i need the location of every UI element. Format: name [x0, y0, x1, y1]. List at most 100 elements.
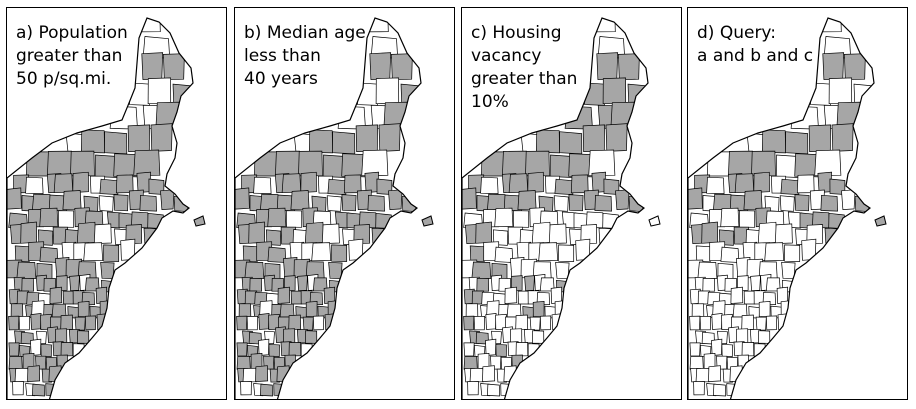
county-cell — [605, 123, 628, 152]
county-cell — [236, 342, 248, 357]
county-cell — [236, 355, 251, 370]
county-cell — [288, 314, 302, 331]
county-cell — [532, 301, 545, 318]
county-cell — [375, 77, 400, 105]
county-cell — [76, 221, 97, 244]
county-cell — [494, 207, 514, 228]
county-cell — [246, 315, 259, 331]
county-cell — [260, 193, 280, 211]
county-cell — [568, 194, 584, 212]
county-cell — [324, 313, 336, 330]
panel-caption-a: a) Population greater than 50 p/sq.mi. — [16, 23, 128, 89]
county-cell — [728, 150, 754, 177]
county-cell — [713, 193, 733, 211]
county-cell — [590, 18, 616, 33]
county-cell — [115, 174, 134, 194]
county-cell — [758, 330, 771, 344]
county-cell — [27, 365, 41, 382]
county-cell — [575, 238, 591, 261]
county-cells — [235, 18, 421, 397]
county-cell — [14, 245, 30, 263]
county-cell — [135, 18, 161, 33]
county-cell — [708, 365, 722, 382]
county-cell — [147, 77, 172, 105]
county-cell — [734, 173, 755, 194]
island — [421, 215, 434, 227]
county-cell — [244, 261, 265, 279]
county-cell — [284, 275, 296, 292]
county-cell — [548, 223, 567, 244]
county-cell — [755, 316, 767, 331]
island — [193, 215, 206, 227]
county-cell — [127, 124, 150, 152]
county-cell — [529, 316, 541, 331]
county-cell — [10, 303, 24, 318]
county-cell — [538, 242, 559, 262]
county-cell — [258, 338, 270, 356]
county-cell — [304, 221, 325, 244]
county-cell — [136, 171, 151, 193]
county-cell — [510, 328, 523, 344]
map-panel-b: b) Median age less than 40 years — [234, 7, 455, 400]
county-cell — [515, 314, 529, 331]
county-cell — [695, 245, 711, 263]
county-cell — [40, 343, 52, 357]
county-cell — [255, 365, 269, 382]
county-cell — [47, 150, 73, 177]
county-cell — [554, 178, 574, 195]
county-cell — [779, 195, 795, 212]
county-cell — [844, 53, 866, 81]
county-cell — [854, 195, 870, 212]
county-cell — [364, 171, 379, 193]
county-cell — [125, 224, 143, 245]
county-cell — [701, 221, 719, 244]
county-cell — [591, 171, 606, 193]
county-cell — [695, 367, 710, 383]
county-cell — [328, 261, 343, 280]
county-cell — [355, 124, 378, 152]
county-cell — [20, 221, 38, 244]
county-cell — [30, 313, 42, 330]
county-cell — [594, 194, 612, 212]
county-cell — [602, 77, 627, 105]
county-cell — [302, 316, 314, 331]
county-cell — [235, 187, 250, 210]
county-map-a — [7, 17, 206, 399]
county-cell — [736, 328, 749, 344]
county-cell — [689, 355, 704, 370]
county-cell — [781, 261, 796, 280]
county-cell — [93, 223, 112, 244]
county-cell — [817, 171, 832, 193]
county-cell — [806, 224, 824, 245]
county-cell — [311, 242, 332, 262]
county-cells — [7, 18, 193, 397]
county-cell — [730, 286, 744, 304]
county-cell — [8, 315, 20, 331]
county-cell — [485, 338, 497, 356]
county-cell — [21, 277, 35, 292]
county-map-c — [462, 17, 661, 399]
map-panel-d: d) Query: a and b and c — [687, 7, 908, 400]
county-cell — [297, 275, 308, 292]
county-cell — [487, 193, 507, 211]
county-cell — [487, 383, 500, 397]
county-cell — [298, 150, 323, 177]
county-cell — [707, 151, 732, 177]
county-map-d — [688, 17, 887, 399]
county-cell — [495, 343, 507, 357]
county-cell — [258, 313, 270, 330]
county-cell — [814, 149, 842, 177]
county-cell — [236, 315, 248, 331]
county-cell — [312, 315, 325, 331]
county-cell — [32, 383, 45, 397]
county-cell — [596, 52, 619, 80]
panel-caption-b: b) Median age less than 40 years — [244, 23, 366, 89]
county-cell — [242, 245, 258, 263]
county-cell — [62, 190, 82, 211]
county-cell — [737, 275, 749, 292]
county-cell — [300, 343, 313, 357]
county-cell — [83, 242, 104, 262]
county-cell — [482, 365, 496, 382]
county-cell — [100, 261, 115, 280]
panel-caption-c: c) Housing vacancy greater than 10% — [471, 23, 578, 112]
